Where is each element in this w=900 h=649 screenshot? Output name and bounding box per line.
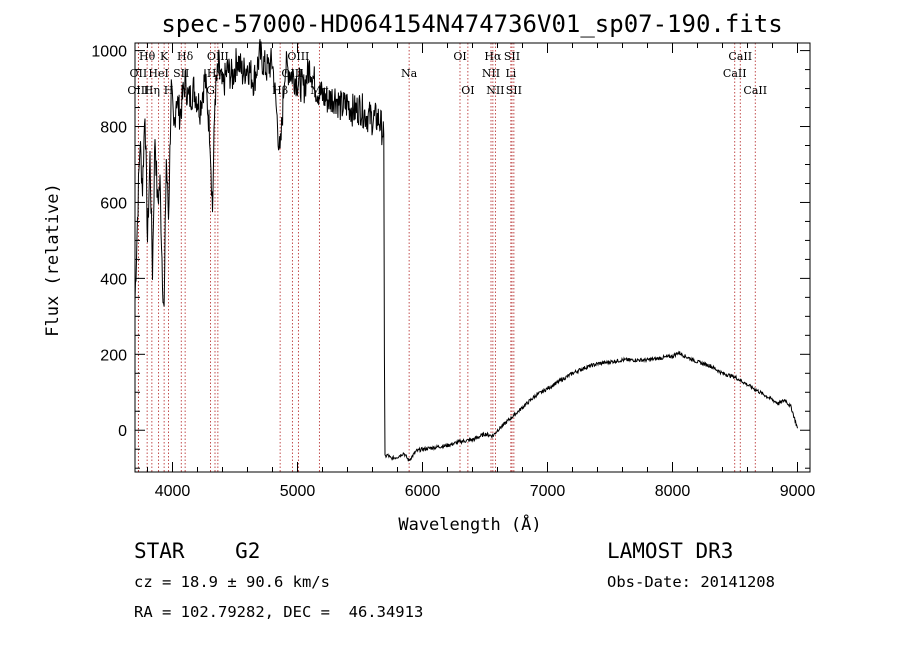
x-tick-label: 5000 bbox=[280, 483, 316, 500]
x-tick-label: 4000 bbox=[155, 483, 191, 500]
y-tick-label: 200 bbox=[100, 347, 127, 364]
y-axis-label: Flux (relative) bbox=[43, 183, 63, 337]
flux-series-line bbox=[134, 39, 798, 462]
spectral-line-label: OIII bbox=[287, 50, 309, 63]
spectral-line-label: CaII bbox=[728, 50, 752, 63]
spectral-line-label: CaII bbox=[723, 67, 747, 80]
spectral-line-label: NII bbox=[486, 84, 504, 97]
spectral-line-label: K bbox=[160, 50, 169, 63]
x-tick-label: 9000 bbox=[780, 483, 816, 500]
spectral-line-label: SII bbox=[504, 50, 520, 63]
spectral-line-label: Mg bbox=[310, 84, 328, 97]
y-tick-label: 600 bbox=[100, 195, 127, 212]
y-tick-label: 800 bbox=[100, 120, 127, 137]
spectral-line-label: Hδ bbox=[177, 50, 194, 63]
spectral-line-label: OI bbox=[453, 50, 466, 63]
y-tick-label: 0 bbox=[118, 423, 127, 440]
spectral-line-label: Hβ bbox=[272, 84, 288, 97]
observation-date: Obs-Date: 20141208 bbox=[607, 573, 775, 591]
y-tick-label: 400 bbox=[100, 271, 127, 288]
spectral-line-label: Hα bbox=[484, 50, 502, 63]
redshift-velocity: cz = 18.9 ± 90.6 km/s bbox=[134, 573, 330, 591]
x-axis-label: Wavelength (Å) bbox=[398, 513, 541, 535]
spectral-line-label: H bbox=[164, 84, 174, 97]
chart-title: spec-57000-HD064154N474736V01_sp07-190.f… bbox=[161, 10, 782, 38]
spectral-line-label: Hη bbox=[144, 84, 160, 97]
spectral-line-label: OIII bbox=[207, 50, 229, 63]
spectral-line-label: OII bbox=[130, 67, 148, 80]
spectral-line-label: CaII bbox=[743, 84, 767, 97]
spectral-line-label: OI bbox=[461, 84, 474, 97]
spectral-line-label: SII bbox=[506, 84, 522, 97]
spectral-line-label: G bbox=[206, 84, 215, 97]
spectral-line-label: HeI bbox=[148, 67, 168, 80]
object-class: STAR G2 bbox=[134, 539, 261, 563]
spectral-line-label: Li bbox=[505, 67, 516, 80]
x-tick-label: 8000 bbox=[655, 483, 691, 500]
x-tick-label: 7000 bbox=[530, 483, 566, 500]
spectral-line-label: OIII bbox=[281, 67, 303, 80]
spectral-line-label: Na bbox=[401, 67, 418, 80]
spectral-line-label: Hγ bbox=[207, 67, 224, 80]
spectral-line-label: SII bbox=[173, 67, 189, 80]
survey-name: LAMOST DR3 bbox=[607, 539, 734, 563]
x-tick-label: 6000 bbox=[405, 483, 441, 500]
spectral-line-label: Hθ bbox=[139, 50, 156, 63]
spectral-line-label: OIII bbox=[127, 84, 149, 97]
y-tick-label: 1000 bbox=[91, 44, 127, 61]
spectral-line-label: NII bbox=[482, 67, 500, 80]
plot-frame bbox=[134, 42, 811, 473]
coordinates: RA = 102.79282, DEC = 46.34913 bbox=[134, 603, 424, 621]
